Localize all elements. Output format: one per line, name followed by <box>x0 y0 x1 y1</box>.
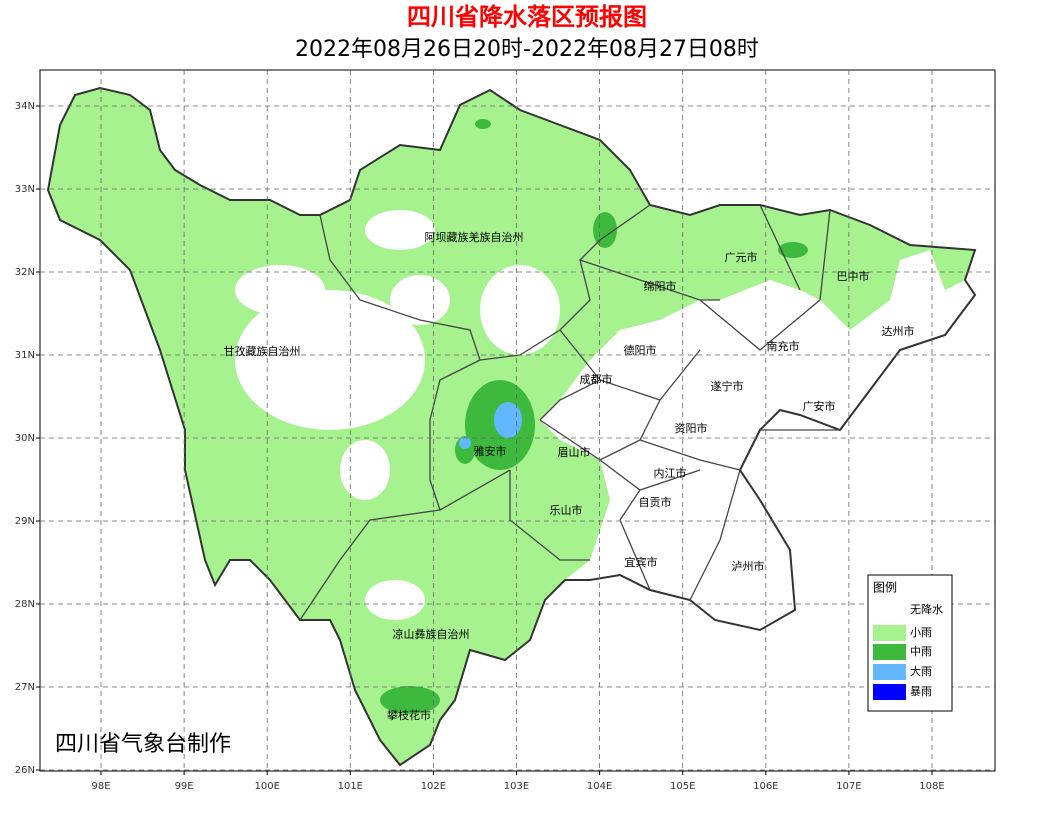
legend-swatch <box>873 644 906 660</box>
x-tick-label: 105E <box>670 781 695 792</box>
legend-title: 图例 <box>873 581 897 595</box>
legend-swatch <box>873 684 906 700</box>
no-rain-patch <box>235 290 425 430</box>
no-rain-patch <box>235 265 325 315</box>
title: 四川省降水落区预报图 <box>407 3 647 31</box>
y-tick-label: 30N <box>15 433 35 444</box>
moderate-rain-area <box>778 242 808 258</box>
region-label: 雅安市 <box>474 444 507 458</box>
legend-label: 大雨 <box>910 664 932 678</box>
heavy-rain-area <box>494 402 522 438</box>
y-tick-label: 29N <box>15 516 35 527</box>
region-label: 遂宁市 <box>711 379 744 393</box>
grid: 98E 99E 100E 101E 102E 103E 104E 105E 106E 107E 10… <box>15 70 995 792</box>
legend-swatch <box>873 664 906 680</box>
region-label: 阿坝藏族羌族自治州 <box>425 230 524 244</box>
x-tick-label: 103E <box>504 781 529 792</box>
region-label: 达州市 <box>882 324 915 338</box>
region-label: 攀枝花市 <box>387 708 431 722</box>
region-label: 巴中市 <box>837 269 870 283</box>
no-rain-patch <box>480 265 560 355</box>
x-tick-label: 106E <box>753 781 778 792</box>
y-tick-label: 32N <box>15 267 35 278</box>
region-label: 甘孜藏族自治州 <box>224 344 301 358</box>
legend-label: 中雨 <box>910 645 932 658</box>
moderate-rain-area <box>380 686 440 714</box>
region-label: 内江市 <box>654 466 687 480</box>
legend-label: 暴雨 <box>910 685 932 698</box>
region-label: 南充市 <box>767 339 800 353</box>
credit: 四川省气象台制作 <box>55 732 231 757</box>
region-label: 成都市 <box>580 372 613 386</box>
legend-label: 无降水 <box>910 602 943 616</box>
moderate-rain-area <box>593 212 617 248</box>
city-borders <box>299 204 840 621</box>
region-label: 资阳市 <box>675 421 708 435</box>
y-tick-label: 26N <box>15 765 35 776</box>
region-label: 德阳市 <box>624 343 657 357</box>
region-labels: 阿坝藏族羌族自治州 广元市 巴中市 绵阳市 达州市 甘孜藏族自治州 德阳市 南充… <box>224 230 915 722</box>
x-tick-label: 104E <box>587 781 612 792</box>
province-border <box>46 86 977 767</box>
x-tick-label: 101E <box>338 781 363 792</box>
x-tick-label: 102E <box>421 781 446 792</box>
legend-label: 小雨 <box>910 626 932 639</box>
no-rain-patch <box>365 580 425 620</box>
x-tick-label: 98E <box>91 781 110 792</box>
legend-swatch <box>873 625 906 641</box>
region-label: 绵阳市 <box>644 279 677 293</box>
no-rain-patch <box>390 275 450 325</box>
y-tick-label: 28N <box>15 599 35 610</box>
no-rain-patch <box>340 440 390 500</box>
moderate-rain-area <box>475 119 491 129</box>
legend-swatch <box>873 602 906 618</box>
y-tick-label: 33N <box>15 184 35 195</box>
region-label: 凉山彝族自治州 <box>393 627 470 641</box>
region-label: 自贡市 <box>639 495 672 509</box>
region-label: 广安市 <box>803 399 836 413</box>
x-tick-label: 108E <box>919 781 944 792</box>
map-base <box>46 86 977 767</box>
y-tick-label: 31N <box>15 350 35 361</box>
x-tick-label: 100E <box>254 781 279 792</box>
x-tick-label: 99E <box>175 781 194 792</box>
subtitle: 2022年08月26日20时-2022年08月27日08时 <box>295 37 759 62</box>
heavy-rain-area <box>459 437 471 449</box>
y-tick-label: 27N <box>15 682 35 693</box>
region-label: 乐山市 <box>550 503 583 517</box>
region-label: 宜宾市 <box>625 555 658 569</box>
x-tick-label: 107E <box>836 781 861 792</box>
y-tick-label: 34N <box>15 101 35 112</box>
no-rain-patch <box>365 210 435 250</box>
region-label: 广元市 <box>725 250 758 264</box>
region-label: 泸州市 <box>732 559 765 573</box>
region-label: 眉山市 <box>558 445 591 459</box>
